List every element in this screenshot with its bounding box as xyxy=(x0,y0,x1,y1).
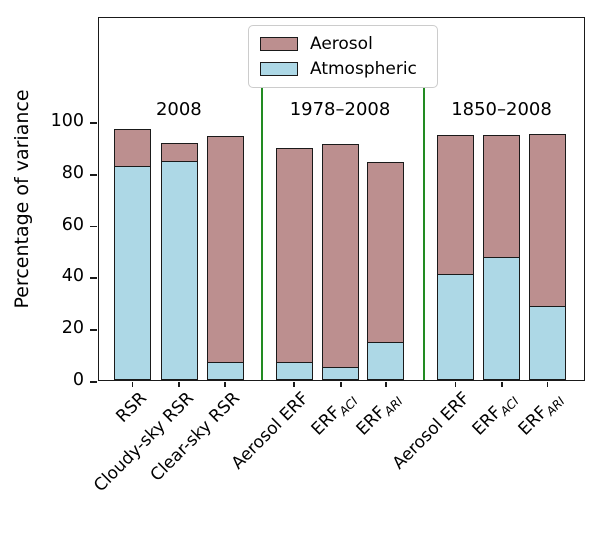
x-tick-label: ERFARI xyxy=(353,394,406,440)
bar-segment-aerosol xyxy=(529,133,566,308)
y-tick-label: 60 xyxy=(61,214,84,235)
bar-segment-atmospheric xyxy=(483,256,521,380)
group-separator-line xyxy=(261,87,263,380)
bar-segment-aerosol xyxy=(206,136,244,363)
y-tick-label: 100 xyxy=(50,110,84,131)
x-tick xyxy=(384,382,387,387)
group-label: 1978–2008 xyxy=(289,99,391,120)
aerosol-swatch-icon xyxy=(260,37,298,51)
y-tick-label: 20 xyxy=(61,318,84,339)
y-tick xyxy=(90,225,97,228)
legend-label-atmospheric: Atmospheric xyxy=(310,59,417,79)
x-tick-label: RSR xyxy=(112,388,151,427)
y-tick xyxy=(90,121,97,124)
bar-segment-aerosol xyxy=(275,148,313,363)
bar-segment-aerosol xyxy=(322,144,360,369)
group-separator-line xyxy=(422,87,425,380)
bar-segment-aerosol xyxy=(437,135,474,275)
bar-segment-aerosol xyxy=(367,162,405,344)
y-tick xyxy=(90,329,97,331)
x-tick xyxy=(293,382,295,387)
bar-segment-aerosol xyxy=(160,142,198,163)
bar-segment-atmospheric xyxy=(322,367,360,380)
bar-segment-aerosol xyxy=(114,128,151,168)
x-tick-label: ERFARI xyxy=(514,394,568,440)
y-tick xyxy=(90,173,97,176)
y-tick xyxy=(90,381,97,383)
group-label: 1850–2008 xyxy=(451,99,552,120)
y-tick-label: 40 xyxy=(61,266,84,287)
bar-segment-aerosol xyxy=(483,135,521,258)
bar-segment-atmospheric xyxy=(529,306,566,380)
y-tick xyxy=(90,277,97,280)
legend-entry-atmospheric: Atmospheric xyxy=(260,59,426,79)
bar-segment-atmospheric xyxy=(367,342,405,380)
group-label: 2008 xyxy=(155,99,202,120)
x-tick xyxy=(131,382,134,387)
x-tick xyxy=(339,382,342,387)
bar-segment-atmospheric xyxy=(437,273,474,380)
x-tick-label: ERFACI xyxy=(307,394,361,440)
legend-entry-aerosol: Aerosol xyxy=(260,34,426,54)
bar-segment-atmospheric xyxy=(206,361,244,380)
y-tick-label: 0 xyxy=(72,370,84,390)
legend: Aerosol Atmospheric xyxy=(248,25,438,88)
bar-segment-atmospheric xyxy=(114,166,151,380)
x-tick-label: ERFACI xyxy=(468,394,522,440)
x-tick xyxy=(224,382,226,387)
x-tick xyxy=(178,382,180,387)
x-tick xyxy=(546,382,549,387)
bar-segment-atmospheric xyxy=(160,161,198,380)
atmospheric-swatch-icon xyxy=(260,62,298,76)
y-axis-label: Percentage of variance xyxy=(11,89,33,309)
x-tick xyxy=(500,382,503,387)
legend-label-aerosol: Aerosol xyxy=(310,34,373,54)
y-tick-label: 80 xyxy=(61,162,84,183)
x-tick xyxy=(454,382,457,387)
bar-segment-atmospheric xyxy=(275,361,313,380)
